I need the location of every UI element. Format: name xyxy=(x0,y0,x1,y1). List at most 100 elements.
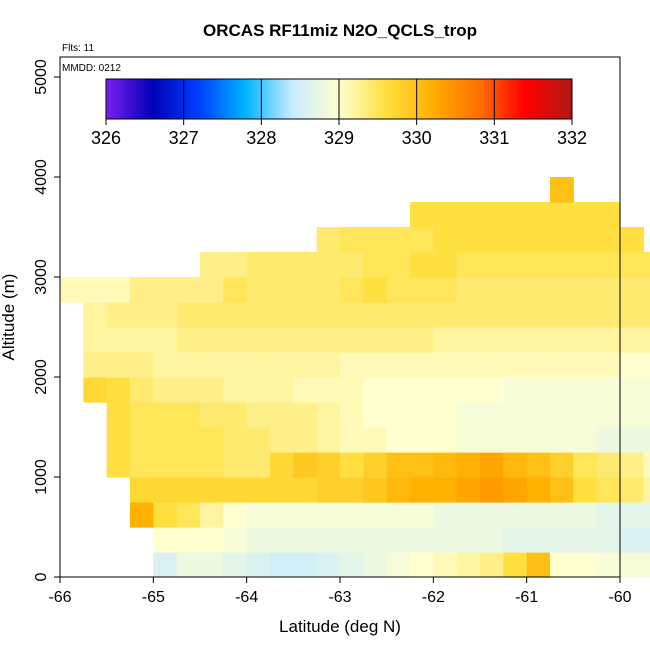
heatmap-cell xyxy=(643,377,650,403)
heatmap-cell xyxy=(386,252,411,278)
heatmap-cell xyxy=(340,452,364,478)
heatmap-cell xyxy=(643,427,650,453)
heatmap-cell xyxy=(456,277,481,303)
heatmap-cell xyxy=(433,302,458,328)
x-axis: -66 -65 -64 -63 -62 -61 -60 xyxy=(48,577,632,606)
heatmap-cell xyxy=(130,502,154,528)
heatmap-cell xyxy=(293,502,318,528)
heatmap-cell xyxy=(200,402,224,428)
heatmap-cell xyxy=(410,552,434,578)
heatmap-cell xyxy=(573,427,598,453)
heatmap-cell xyxy=(340,552,364,578)
heatmap-cell xyxy=(153,527,178,553)
heatmap-cell xyxy=(596,227,621,253)
x-tick-label: -66 xyxy=(48,589,71,606)
heatmap-cell xyxy=(573,527,598,553)
heatmap-cell xyxy=(130,302,154,328)
heatmap-cell xyxy=(363,502,388,528)
heatmap-cell xyxy=(573,552,598,578)
heatmap-cell xyxy=(480,477,504,503)
heatmap-cell xyxy=(573,302,598,328)
heatmap-cell xyxy=(340,227,364,253)
heatmap-cell xyxy=(293,327,318,353)
heatmap-cell xyxy=(246,327,271,353)
heatmap-cell xyxy=(270,377,294,403)
heatmap-cell xyxy=(456,552,481,578)
heatmap-cell xyxy=(176,452,201,478)
heatmap-cell xyxy=(363,302,388,328)
heatmap-cell xyxy=(410,252,434,278)
heatmap-cell xyxy=(340,252,364,278)
colorbar-tick-label: 329 xyxy=(324,128,354,148)
heatmap-cell xyxy=(316,277,341,303)
heatmap-cell xyxy=(433,377,458,403)
heatmap-cell xyxy=(176,502,201,528)
heatmap-cell xyxy=(456,427,481,453)
heatmap-cell xyxy=(643,477,650,503)
heatmap-cell xyxy=(643,277,650,303)
heatmap-cell xyxy=(596,202,621,228)
heatmap-cell xyxy=(340,527,364,553)
heatmap-cell xyxy=(503,377,528,403)
y-tick-label: 4000 xyxy=(33,159,50,195)
heatmap-cell xyxy=(316,377,341,403)
heatmap-cell xyxy=(176,477,201,503)
heatmap-cell xyxy=(550,327,574,353)
heatmap-cell xyxy=(550,477,574,503)
heatmap-cell xyxy=(503,402,528,428)
colorbar-tick-label: 326 xyxy=(91,128,121,148)
heatmap-cell xyxy=(503,327,528,353)
heatmap-cell xyxy=(596,252,621,278)
heatmap-cell xyxy=(386,502,411,528)
heatmap-cell xyxy=(526,252,551,278)
heatmap-cell xyxy=(316,477,341,503)
heatmap-cell xyxy=(153,402,178,428)
heatmap-cell xyxy=(526,327,551,353)
heatmap-cell xyxy=(526,452,551,478)
heatmap-cell xyxy=(386,477,411,503)
heatmap-cell xyxy=(596,552,621,578)
heatmap-cell xyxy=(573,402,598,428)
heatmap-cell xyxy=(386,377,411,403)
heatmap-cell xyxy=(410,277,434,303)
heatmap-cell xyxy=(293,427,318,453)
y-axis: 0 1000 2000 3000 4000 5000 xyxy=(33,59,60,581)
heatmap-cell xyxy=(433,327,458,353)
heatmap-cell xyxy=(573,452,598,478)
heatmap-cell xyxy=(386,302,411,328)
heatmap-cell xyxy=(456,502,481,528)
heatmap-cell xyxy=(456,377,481,403)
heatmap-cell xyxy=(223,277,248,303)
heatmap-cell xyxy=(223,402,248,428)
heatmap-cell xyxy=(433,277,458,303)
heatmap-cell xyxy=(223,552,248,578)
heatmap-cell xyxy=(316,252,341,278)
heatmap-cell xyxy=(363,552,388,578)
x-tick-label: -63 xyxy=(328,589,351,606)
heatmap-cell xyxy=(130,377,154,403)
heatmap-cell xyxy=(246,527,271,553)
heatmap-cell xyxy=(130,277,154,303)
heatmap-cell xyxy=(620,277,644,303)
x-tick-label: -62 xyxy=(422,589,445,606)
heatmap-cell xyxy=(340,427,364,453)
heatmap-cell xyxy=(363,277,388,303)
heatmap-cell xyxy=(153,452,178,478)
heatmap-cell xyxy=(573,252,598,278)
heatmap-cell xyxy=(223,327,248,353)
heatmap-cell xyxy=(480,277,504,303)
heatmap-cell xyxy=(410,427,434,453)
colorbar-tick-label: 331 xyxy=(479,128,509,148)
heatmap-cell xyxy=(246,452,271,478)
heatmap-cell xyxy=(456,327,481,353)
heatmap-cell xyxy=(643,502,650,528)
heatmap-cell xyxy=(573,477,598,503)
heatmap-cell xyxy=(433,227,458,253)
heatmap-cell xyxy=(550,427,574,453)
heatmap-cell xyxy=(200,452,224,478)
heatmap-cell xyxy=(410,227,434,253)
heatmap-cell xyxy=(270,452,294,478)
heatmap-cell xyxy=(550,277,574,303)
heatmap-cell xyxy=(293,377,318,403)
